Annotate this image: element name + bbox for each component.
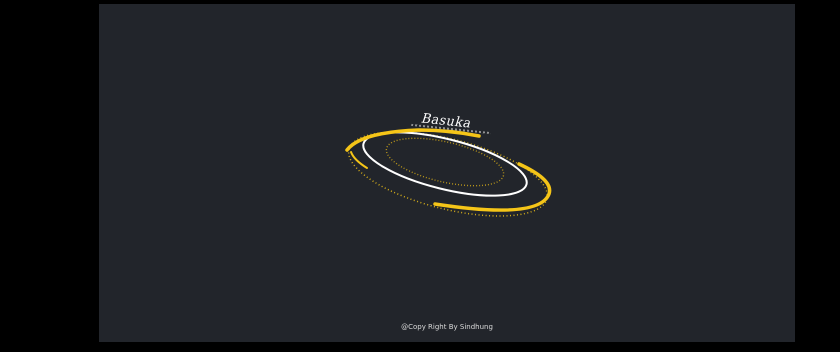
white-ring bbox=[362, 131, 528, 197]
loader-canvas: Basuka @Copy Right By Sindhung bbox=[99, 4, 795, 342]
copyright-footer: @Copy Right By Sindhung bbox=[401, 323, 493, 331]
spinning-rings-icon bbox=[345, 128, 552, 217]
yellow-arc-left bbox=[350, 151, 368, 169]
inner-dotted-ring bbox=[385, 137, 505, 187]
yellow-arc-upper bbox=[345, 128, 481, 152]
yellow-arc-lower bbox=[433, 162, 552, 212]
